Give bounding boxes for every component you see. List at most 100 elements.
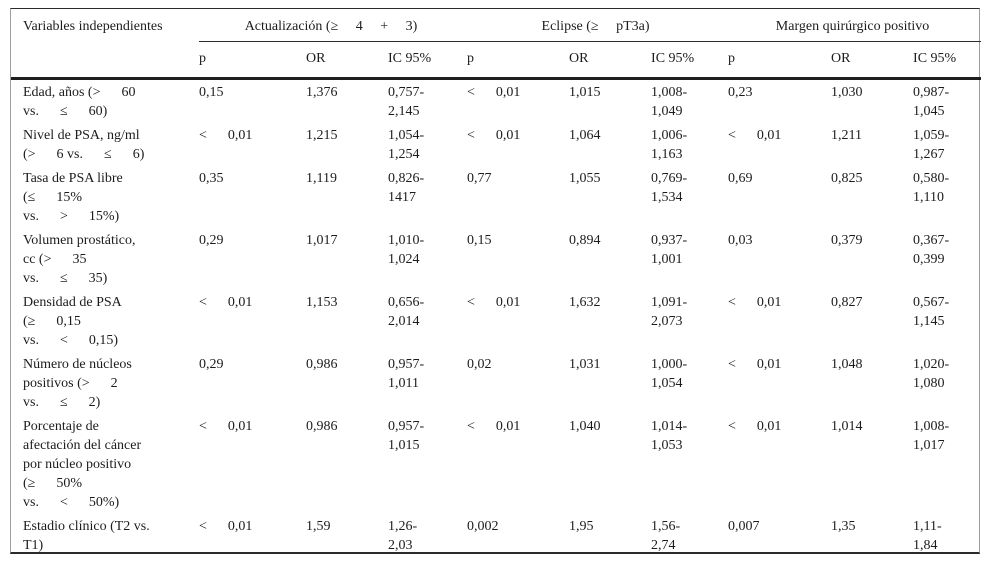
cell-ic95: 0,987- 1,045 xyxy=(913,85,950,119)
cell-ic95: 0,937- 1,001 xyxy=(651,233,688,267)
cell-or: 0,825 xyxy=(831,171,863,186)
cell-or: 1,064 xyxy=(569,128,601,143)
subheader-ic95-margen: IC 95% xyxy=(913,41,982,80)
subheader-ic95-actualizacion: IC 95% xyxy=(388,41,468,80)
table-row-volumen-prostatico: Volumen prostático, cc (> 35 vs. ≤ 35) 0… xyxy=(11,228,981,290)
row-label: Nivel de PSA, ng/ml (> 6 vs. ≤ 6) xyxy=(23,128,145,162)
cell-ic95: 1,010- 1,024 xyxy=(388,233,425,267)
subheader-or-actualizacion: OR xyxy=(306,41,388,80)
column-header-variables: Variables independientes xyxy=(11,9,199,80)
cell-p: 0,007 xyxy=(728,519,760,534)
cell-p: 0,77 xyxy=(467,171,492,186)
header-sub-row: p OR IC 95% p OR IC 95% p OR IC 95% xyxy=(11,41,982,80)
table-body: Edad, años (> 60 vs. ≤ 60) 0,15 1,376 0,… xyxy=(11,79,981,558)
cell-p: < 0,01 xyxy=(728,419,782,434)
cell-ic95: 1,008- 1,049 xyxy=(651,85,688,119)
cell-or: 1,376 xyxy=(306,85,338,100)
cell-p: < 0,01 xyxy=(467,128,521,143)
table-row-edad: Edad, años (> 60 vs. ≤ 60) 0,15 1,376 0,… xyxy=(11,79,981,124)
cell-or: 1,211 xyxy=(831,128,863,143)
cell-p: < 0,01 xyxy=(467,85,521,100)
table-row-nivel-psa: Nivel de PSA, ng/ml (> 6 vs. ≤ 6) < 0,01… xyxy=(11,123,981,166)
cell-ic95: 0,957- 1,011 xyxy=(388,357,425,391)
cell-ic95: 0,957- 1,015 xyxy=(388,419,425,453)
subheader-p-actualizacion: p xyxy=(199,41,306,80)
cell-p: 0,29 xyxy=(199,357,224,372)
cell-p: 0,23 xyxy=(728,85,753,100)
cell-or: 1,153 xyxy=(306,295,338,310)
column-group-actualizacion: Actualización (≥ 4 + 3) xyxy=(199,9,468,42)
cell-or: 1,031 xyxy=(569,357,601,372)
cell-ic95: 0,567- 1,145 xyxy=(913,295,950,329)
cell-p: < 0,01 xyxy=(728,295,782,310)
column-group-margen-quirurgico: Margen quirúrgico positivo xyxy=(728,9,982,42)
cell-p: < 0,01 xyxy=(467,295,521,310)
cell-ic95: 0,580- 1,110 xyxy=(913,171,950,205)
cell-p: < 0,01 xyxy=(728,128,782,143)
cell-ic95: 1,000- 1,054 xyxy=(651,357,688,391)
cell-or: 1,040 xyxy=(569,419,601,434)
cell-p: 0,69 xyxy=(728,171,753,186)
cell-ic95: 1,006- 1,163 xyxy=(651,128,688,162)
statistics-table-container: Variables independientes Actualización (… xyxy=(10,8,982,554)
table-header: Variables independientes Actualización (… xyxy=(11,9,982,80)
cell-ic95: 1,11- 1,84 xyxy=(913,519,942,553)
cell-p: < 0,01 xyxy=(467,419,521,434)
cell-p: 0,15 xyxy=(467,233,492,248)
cell-or: 0,379 xyxy=(831,233,863,248)
cell-ic95: 0,367- 0,399 xyxy=(913,233,950,267)
cell-or: 1,015 xyxy=(569,85,601,100)
table-row-tasa-psa-libre: Tasa de PSA libre (≤ 15% vs. > 15%) 0,35… xyxy=(11,166,981,228)
cell-ic95: 1,26- 2,03 xyxy=(388,519,418,553)
cell-p: < 0,01 xyxy=(199,519,253,534)
subheader-p-margen: p xyxy=(728,41,832,80)
cell-or: 1,014 xyxy=(831,419,863,434)
row-label: Tasa de PSA libre (≤ 15% vs. > 15%) xyxy=(23,171,123,224)
cell-or: 1,215 xyxy=(306,128,338,143)
cell-or: 1,95 xyxy=(569,519,594,534)
cell-p: 0,002 xyxy=(467,519,499,534)
cell-or: 1,030 xyxy=(831,85,863,100)
row-label: Densidad de PSA (≥ 0,15 vs. < 0,15) xyxy=(23,295,122,348)
cell-p: < 0,01 xyxy=(199,295,253,310)
cell-or: 0,827 xyxy=(831,295,863,310)
column-group-eclipse: Eclipse (≥ pT3a) xyxy=(467,9,729,42)
cell-or: 1,59 xyxy=(306,519,331,534)
cell-or: 1,119 xyxy=(306,171,337,186)
cell-or: 0,986 xyxy=(306,419,338,434)
table-row-numero-nucleos: Número de núcleos positivos (> 2 vs. ≤ 2… xyxy=(11,352,981,414)
table-row-densidad-psa: Densidad de PSA (≥ 0,15 vs. < 0,15) < 0,… xyxy=(11,290,981,352)
row-label: Número de núcleos positivos (> 2 vs. ≤ 2… xyxy=(23,357,132,410)
subheader-p-eclipse: p xyxy=(467,41,570,80)
cell-ic95: 1,014- 1,053 xyxy=(651,419,688,453)
cell-or: 1,632 xyxy=(569,295,601,310)
cell-or: 0,986 xyxy=(306,357,338,372)
cell-ic95: 1,091- 2,073 xyxy=(651,295,688,329)
cell-or: 1,35 xyxy=(831,519,856,534)
header-group-row: Variables independientes Actualización (… xyxy=(11,9,982,80)
cell-ic95: 1,56- 2,74 xyxy=(651,519,681,553)
cell-or: 1,055 xyxy=(569,171,601,186)
cell-ic95: 1,008- 1,017 xyxy=(913,419,950,453)
subheader-ic95-eclipse: IC 95% xyxy=(651,41,729,80)
row-label: Edad, años (> 60 vs. ≤ 60) xyxy=(23,85,136,119)
cell-ic95: 1,054- 1,254 xyxy=(388,128,425,162)
cell-p: 0,35 xyxy=(199,171,224,186)
cell-p: < 0,01 xyxy=(199,128,253,143)
table-row-estadio-clinico: Estadio clínico (T2 vs. T1) < 0,01 1,59 … xyxy=(11,514,981,557)
cell-p: < 0,01 xyxy=(728,357,782,372)
cell-ic95: 1,020- 1,080 xyxy=(913,357,950,391)
cell-ic95: 0,826- 1417 xyxy=(388,171,425,205)
cell-or: 1,017 xyxy=(306,233,338,248)
subheader-or-eclipse: OR xyxy=(569,41,652,80)
cell-ic95: 0,769- 1,534 xyxy=(651,171,688,205)
row-label: Porcentaje de afectación del cáncer por … xyxy=(23,419,142,510)
cell-or: 0,894 xyxy=(569,233,601,248)
row-label: Estadio clínico (T2 vs. T1) xyxy=(23,519,150,553)
cell-p: 0,29 xyxy=(199,233,224,248)
cell-ic95: 1,059- 1,267 xyxy=(913,128,950,162)
cell-p: 0,15 xyxy=(199,85,224,100)
cell-ic95: 0,656- 2,014 xyxy=(388,295,425,329)
cell-p: 0,02 xyxy=(467,357,492,372)
cell-ic95: 0,757- 2,145 xyxy=(388,85,425,119)
